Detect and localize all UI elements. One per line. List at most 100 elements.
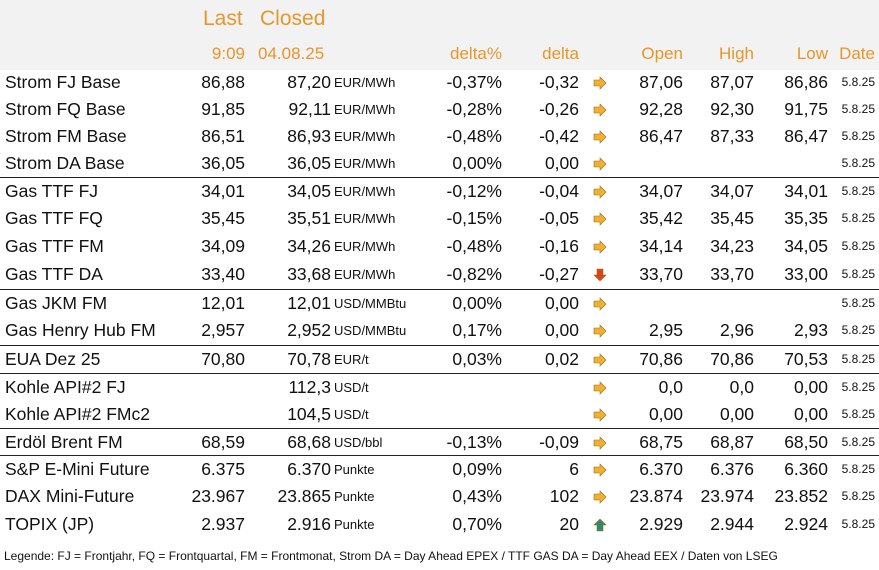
arrow-right-icon [593,408,607,422]
closed-value: 87,20 [287,72,331,92]
delta-value: 0,00 [544,293,579,313]
closed-value: 34,05 [287,181,331,201]
open-value: 2,95 [648,320,683,340]
date-header: Date [839,44,875,63]
closed-value: 35,51 [287,208,331,228]
closed-header: Closed [260,7,326,30]
instrument-name: EUA Dez 25 [5,349,101,369]
closed-value: 70,78 [287,349,331,369]
high-value: 70,86 [710,349,754,369]
open-value: 92,28 [639,99,683,119]
high-value: 2,96 [719,320,754,340]
date-value: 5.8.25 [841,102,875,116]
table-row: Erdöl Brent FM 68,59 68,68 USD/bbl -0,13% -0,… [0,428,879,456]
open-value: 35,42 [639,208,683,228]
delta-value: -0,26 [539,99,579,119]
high-value: 68,87 [710,432,754,452]
instrument-name: Kohle API#2 FMc2 [5,404,150,424]
instrument-name: Gas TTF DA [5,264,103,284]
delta-pct-value: -0,48% [446,236,502,256]
table-row: Gas JKM FM 12,01 12,01 USD/MMBtu 0,00% 0,00 5.… [0,289,879,317]
arrow-right-icon [593,381,607,395]
delta-pct-value: -0,13% [446,432,502,452]
closed-value: 112,3 [288,377,332,397]
date-value: 5.8.25 [841,407,875,421]
closed-value: 34,26 [287,236,331,256]
delta-pct-value: -0,28% [446,99,502,119]
closed-value: 2,952 [287,320,331,340]
arrow-down-icon [593,268,607,282]
delta-pct-value: -0,48% [446,126,502,146]
last-value: 2,957 [201,320,245,340]
low-value: 70,53 [784,349,828,369]
delta-pct-value: 0,00% [452,293,502,313]
low-value: 6.360 [784,459,828,479]
last-value: 34,01 [201,181,245,201]
table-row: Gas TTF DA 33,40 33,68 EUR/MWh -0,82% -0,27 33… [0,261,879,288]
unit-label: USD/t [334,407,369,422]
table-row: EUA Dez 25 70,80 70,78 EUR/t 0,03% 0,02 70,86 7… [0,345,879,373]
unit-label: EUR/MWh [334,129,396,144]
date-value: 5.8.25 [841,296,875,310]
closed-value: 23.865 [277,486,331,506]
last-value: 34,09 [201,236,245,256]
instrument-name: Erdöl Brent FM [5,432,123,452]
delta-value: 0,02 [544,349,579,369]
arrow-up-icon [593,518,607,532]
low-header: Low [796,44,828,63]
date-value: 5.8.25 [841,156,875,170]
table-row: Kohle API#2 FMc2 104,5 USD/t 0,00 0,00 0,00 5.… [0,401,879,428]
open-value: 87,06 [639,72,683,92]
last-value: 6.375 [201,459,245,479]
arrow-right-icon [593,240,607,254]
unit-label: EUR/MWh [334,156,396,171]
low-value: 35,35 [784,208,828,228]
instrument-name: DAX Mini-Future [5,486,135,506]
unit-label: Punkte [334,462,375,477]
delta-value: 102 [549,486,579,506]
delta-pct-value: -0,15% [446,208,502,228]
last-header: Last [203,7,243,30]
closed-value: 92,11 [288,99,332,119]
table-row: DAX Mini-Future 23.967 23.865 Punkte 0,43% 10… [0,483,879,510]
delta-pct-value: 0,70% [452,514,502,534]
date-value: 5.8.25 [841,75,875,89]
delta-value: -0,32 [539,72,579,92]
last-value: 33,40 [201,264,245,284]
unit-label: Punkte [334,517,375,532]
table-row: Strom DA Base 36,05 36,05 EUR/MWh 0,00% 0,00 5… [0,150,879,177]
table-header: Last Closed 9:09 04.08.25 delta% delta O… [0,0,879,70]
closed-value: 86,93 [287,126,331,146]
delta-pct-value: 0,17% [452,320,502,340]
arrow-right-icon [593,185,607,199]
table-row: Gas TTF FM 34,09 34,26 EUR/MWh -0,48% -0,16 34… [0,233,879,260]
table-row: Gas TTF FJ 34,01 34,05 EUR/MWh -0,12% -0,04 34… [0,177,879,205]
open-value: 70,86 [639,349,683,369]
high-value: 92,30 [710,99,754,119]
low-value: 23.852 [774,486,828,506]
arrow-right-icon [593,324,607,338]
high-value: 34,23 [710,236,754,256]
closed-value: 33,68 [287,264,331,284]
low-value: 68,50 [784,432,828,452]
high-value: 87,07 [710,72,754,92]
instrument-name: Gas TTF FQ [5,208,103,228]
delta-value: 6 [569,459,579,479]
low-value: 86,47 [784,126,828,146]
low-value: 86,86 [784,72,828,92]
low-value: 0,00 [793,404,828,424]
low-value: 91,75 [784,99,828,119]
low-value: 0,00 [793,377,828,397]
unit-label: EUR/t [334,352,369,367]
date-value: 5.8.25 [841,517,875,531]
instrument-name: TOPIX (JP) [5,514,95,534]
delta-value: 0,00 [544,320,579,340]
instrument-name: Gas Henry Hub FM [5,320,156,340]
date-value: 5.8.25 [841,323,875,337]
last-time-header: 9:09 [211,44,245,63]
instrument-name: Strom FQ Base [5,99,126,119]
unit-label: EUR/MWh [334,267,396,282]
open-value: 0,0 [658,377,683,397]
low-value: 2,93 [793,320,828,340]
unit-label: EUR/MWh [334,102,396,117]
